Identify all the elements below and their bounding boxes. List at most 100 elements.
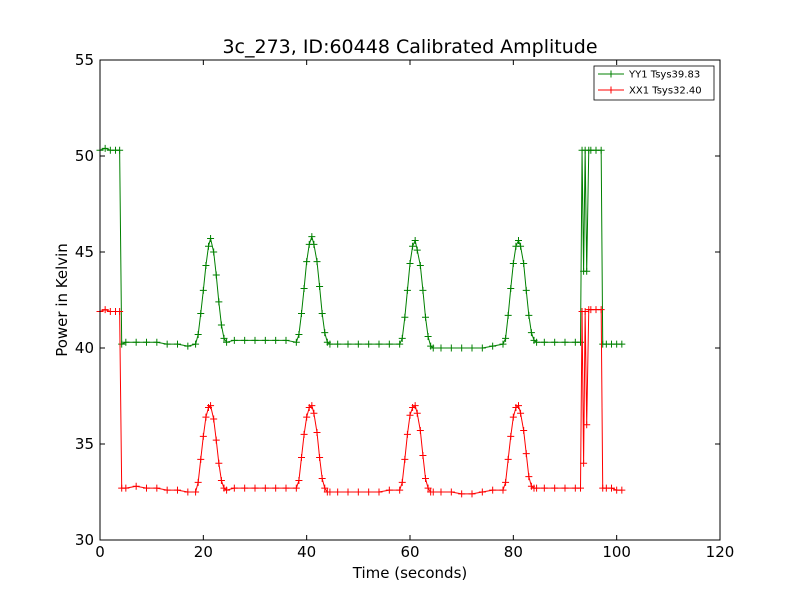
data-point [192,340,200,348]
x-tick-label: 20 [194,543,213,561]
data-point [202,261,210,269]
data-point [163,486,171,494]
data-point [220,334,228,342]
data-point [153,338,161,346]
data-point [583,421,591,429]
data-point [272,484,280,492]
data-point [344,340,352,348]
data-point [197,309,205,317]
y-tick-label: 45 [75,243,94,261]
data-point [308,233,316,241]
data-point [132,482,140,490]
data-point [316,283,324,291]
plot-area [100,60,720,540]
data-point [597,146,605,154]
data-point [437,344,445,352]
data-point [385,340,393,348]
data-point [223,486,231,494]
data-point [316,453,324,461]
data-point [212,271,220,279]
data-point [403,286,411,294]
data-point [507,284,515,292]
data-point [520,427,528,435]
data-point [583,267,591,275]
data-point [298,309,305,317]
data-point [101,306,109,314]
data-point [122,338,130,346]
data-point [354,488,362,496]
y-axis-label: Power in Kelvin [53,243,71,357]
data-point [398,478,406,486]
data-point [422,313,429,321]
data-point [230,336,238,344]
data-point [272,336,280,344]
y-tick-label: 30 [75,531,94,549]
data-point [509,260,517,268]
data-point [577,484,584,492]
data-point [321,484,329,492]
data-point [520,260,528,268]
data-point [192,488,200,496]
data-point [447,488,455,496]
data-point [422,475,429,483]
data-point [515,402,522,410]
ticks-layer: 0 20 40 60 80 100 120 30 35 40 45 50 55 [75,51,734,561]
data-point [411,236,419,244]
data-point [413,409,421,417]
data-point [143,484,150,492]
data-point [365,340,373,348]
legend-marker [607,86,615,94]
series-1 [96,306,626,498]
data-point [504,311,512,319]
data-point [416,261,424,269]
data-point [298,453,305,461]
data-point [504,455,512,463]
legend-box [593,65,715,101]
data-point [509,413,517,421]
data-point [468,490,476,498]
data-point [424,332,432,340]
data-point [419,452,427,460]
data-point [608,484,615,492]
data-point [197,455,205,463]
data-point [295,331,303,339]
data-point [202,413,210,421]
x-tick-label: 60 [400,543,419,561]
data-point [525,311,533,319]
data-point [313,428,321,436]
data-point [540,484,548,492]
data-point [375,340,383,348]
data-point [310,240,318,248]
data-point [174,340,181,348]
data-point [326,340,334,348]
data-point [419,286,427,294]
data-point [411,402,419,410]
data-point [416,427,424,435]
legend-label: YY1 Tsys39.83 [628,70,700,81]
data-point [581,308,589,316]
data-point [300,284,308,292]
series-0 [96,144,626,352]
data-point [489,486,497,494]
data-point [403,430,411,438]
data-point [354,340,362,348]
data-point [194,478,202,486]
data-point [303,258,311,266]
data-point [561,484,569,492]
data-point [308,402,316,410]
data-point [478,488,486,496]
data-point [502,334,510,342]
data-point [118,340,126,348]
data-point [597,306,605,314]
data-point [551,338,559,346]
data-point [406,260,414,268]
data-point [116,146,124,154]
data-point [303,413,311,421]
data-point [458,490,466,498]
data-point [401,313,409,321]
data-point [321,329,329,337]
data-point [334,488,342,496]
data-point [413,246,421,254]
data-point [143,338,150,346]
